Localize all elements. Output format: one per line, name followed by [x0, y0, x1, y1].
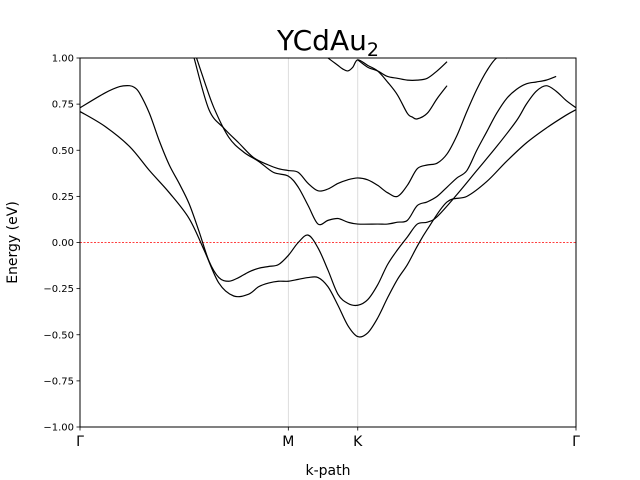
y-tick-label-7: 0.75	[52, 100, 74, 111]
chart-title: YCdAu2	[276, 24, 379, 61]
x-tick-label-0: Γ	[76, 434, 84, 450]
y-tick-label-8: 1.00	[52, 54, 74, 65]
title-subscript: 2	[367, 39, 379, 61]
band-line-6	[357, 59, 448, 81]
title-main: YCdAu	[276, 24, 367, 57]
band-line-3	[195, 58, 557, 226]
x-tick-label-2: K	[353, 434, 363, 450]
y-tick-label-2: −0.50	[43, 330, 74, 341]
band-lines	[80, 58, 576, 338]
y-tick-label-6: 0.50	[52, 146, 74, 157]
band-line-4	[193, 58, 507, 198]
x-tick-label-1: M	[282, 434, 294, 450]
y-tick-label-5: 0.25	[52, 192, 74, 203]
y-tick-label-4: 0.00	[52, 238, 74, 249]
x-tick-label-3: Γ	[572, 434, 580, 450]
band-line-1	[80, 109, 576, 338]
band-line-2	[80, 84, 576, 307]
y-tick-label-1: −0.75	[43, 376, 74, 387]
x-axis-label: k-path	[306, 463, 351, 479]
y-axis: −1.00 −0.75 −0.50 −0.25 0.00 0.25 0.50 0.75 1.00	[43, 54, 80, 434]
y-tick-label-0: −1.00	[43, 423, 74, 434]
y-axis-label: Energy (eV)	[5, 201, 21, 284]
y-tick-label-3: −0.25	[43, 284, 74, 295]
